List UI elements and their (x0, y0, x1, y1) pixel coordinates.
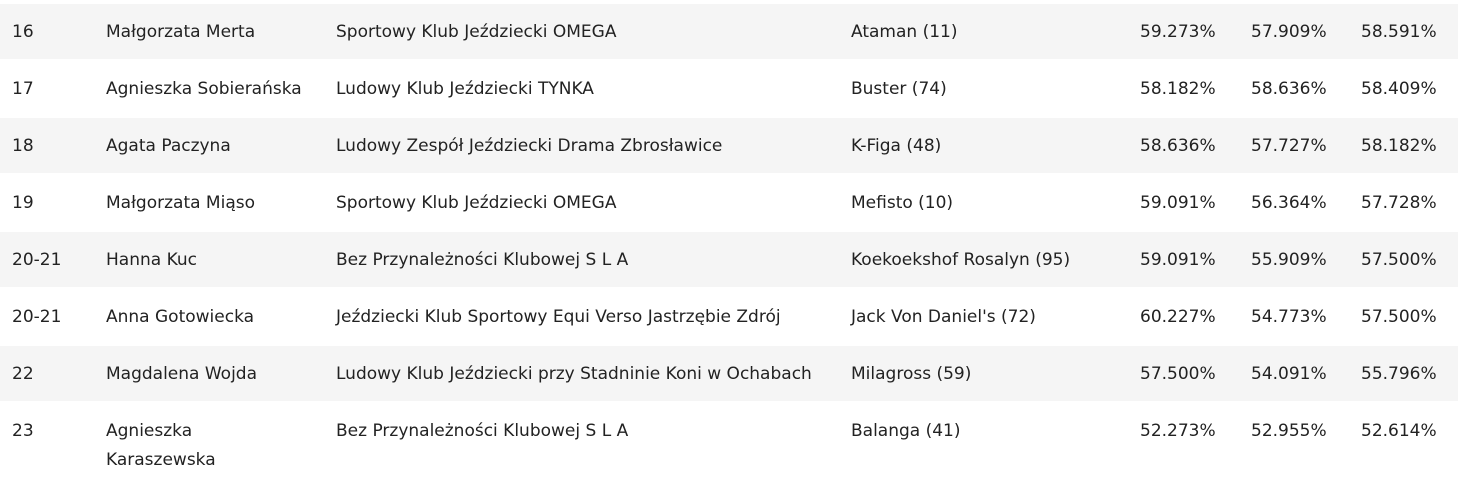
horse: Balanga (41) (851, 421, 961, 441)
score-1: 59.091% (1140, 193, 1216, 213)
score-2: 57.727% (1251, 136, 1327, 156)
rider: Hanna Kuc (106, 250, 197, 270)
rider: Małgorzata Miąso (106, 193, 255, 213)
score-1: 58.182% (1140, 79, 1216, 99)
score-2: 52.955% (1251, 421, 1327, 441)
horse: Buster (74) (851, 79, 947, 99)
horse: Jack Von Daniel's (72) (851, 307, 1036, 327)
rider: Agnieszka Sobierańska (106, 79, 302, 99)
score-2: 56.364% (1251, 193, 1327, 213)
rider: Agata Paczyna (106, 136, 231, 156)
table-row: 19 Małgorzata Miąso Sportowy Klub Jeździec… (0, 175, 1458, 230)
club: Ludowy Klub Jeździecki przy Stadninie Ko… (336, 364, 812, 384)
page: 16 Małgorzata Merta Sportowy Klub Jeździec… (12, 22, 1437, 470)
club: Sportowy Klub Jeździecki OMEGA (336, 22, 617, 42)
table-row: 18 Agata Paczyna Ludowy Zespół Jeździecki … (0, 118, 1458, 173)
score-total: 55.796% (1361, 364, 1437, 384)
score-total: 58.591% (1361, 22, 1437, 42)
club: Bez Przynależności Klubowej S L A (336, 250, 629, 270)
club: Ludowy Zespół Jeździecki Drama Zbrosławi… (336, 136, 723, 156)
club: Bez Przynależności Klubowej S L A (336, 421, 629, 441)
score-1: 57.500% (1140, 364, 1216, 384)
score-total: 58.182% (1361, 136, 1437, 156)
score-2: 57.909% (1251, 22, 1327, 42)
table-row: 20-21 Anna Gotowiecka Jeździecki Klub Spor… (0, 289, 1458, 344)
score-total: 57.728% (1361, 193, 1437, 213)
score-total: 57.500% (1361, 250, 1437, 270)
score-total: 57.500% (1361, 307, 1437, 327)
horse: Koekoekshof Rosalyn (95) (851, 250, 1071, 270)
score-2: 55.909% (1251, 250, 1327, 270)
score-1: 52.273% (1140, 421, 1216, 441)
horse: Milagross (59) (851, 364, 972, 384)
rank: 22 (12, 364, 34, 384)
club: Ludowy Klub Jeździecki TYNKA (336, 79, 594, 99)
rank: 20-21 (12, 250, 62, 270)
horse: Ataman (11) (851, 22, 958, 42)
table-row: 16 Małgorzata Merta Sportowy Klub Jeździec… (0, 4, 1458, 59)
horse: Mefisto (10) (851, 193, 954, 213)
table-row: 23 Agnieszka Karaszewska Bez Przynależnośc… (0, 403, 1458, 487)
table-row: 20-21 Hanna Kuc Bez Przynależności Klubowe… (0, 232, 1458, 287)
score-1: 59.273% (1140, 22, 1216, 42)
horse: K-Figa (48) (851, 136, 942, 156)
rider: Agnieszka Karaszewska (106, 421, 216, 470)
rider: Anna Gotowiecka (106, 307, 255, 327)
club: Sportowy Klub Jeździecki OMEGA (336, 193, 617, 213)
rank: 18 (12, 136, 34, 156)
score-2: 58.636% (1251, 79, 1327, 99)
rank: 23 (12, 421, 34, 441)
score-2: 54.091% (1251, 364, 1327, 384)
score-1: 60.227% (1140, 307, 1216, 327)
score-total: 58.409% (1361, 79, 1437, 99)
score-2: 54.773% (1251, 307, 1327, 327)
rank: 17 (12, 79, 34, 99)
score-total: 52.614% (1361, 421, 1437, 441)
score-1: 59.091% (1140, 250, 1216, 270)
table-row: 22 Magdalena Wojda Ludowy Klub Jeździecki … (0, 346, 1458, 401)
table-row: 17 Agnieszka Sobierańska Ludowy Klub Jeźdz… (0, 61, 1458, 116)
score-1: 58.636% (1140, 136, 1216, 156)
rank: 19 (12, 193, 34, 213)
rider: Magdalena Wojda (106, 364, 258, 384)
club: Jeździecki Klub Sportowy Equi Verso Jast… (336, 307, 781, 327)
rank: 16 (12, 22, 34, 42)
rider: Małgorzata Merta (106, 22, 256, 42)
rank: 20-21 (12, 307, 62, 327)
